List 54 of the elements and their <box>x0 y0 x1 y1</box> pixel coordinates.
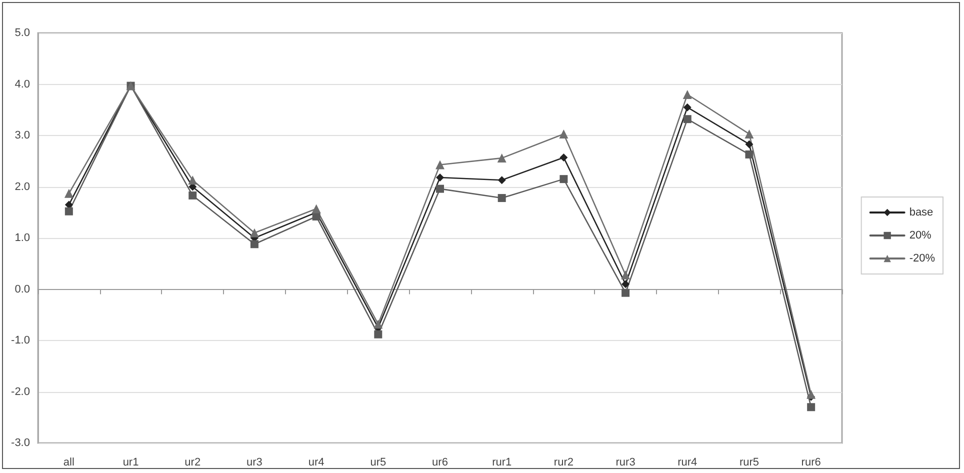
point <box>806 390 816 399</box>
point <box>497 154 506 163</box>
point <box>188 191 197 200</box>
point <box>436 174 444 182</box>
point <box>807 403 816 412</box>
point <box>683 115 692 124</box>
point <box>559 129 568 138</box>
point <box>374 330 382 338</box>
x-tick-label: rur2 <box>554 456 574 468</box>
y-tick-label: -1.0 <box>11 334 30 346</box>
x-tick-label: ur6 <box>432 456 448 468</box>
y-tick-label: -2.0 <box>11 386 30 398</box>
point <box>621 270 630 280</box>
y-tick-label: 5.0 <box>14 27 30 39</box>
point <box>622 280 630 288</box>
x-tick-label: rur3 <box>616 456 636 468</box>
x-tick-label: ur2 <box>184 456 201 468</box>
point <box>436 160 444 170</box>
point <box>64 188 74 198</box>
x-tick-label: rur1 <box>492 456 512 468</box>
point <box>436 184 444 193</box>
point <box>744 129 754 138</box>
point <box>622 288 630 297</box>
point <box>560 154 568 162</box>
y-tick-label: 2.0 <box>14 180 30 193</box>
point <box>188 176 198 185</box>
point <box>374 320 383 329</box>
x-tick-label: rur6 <box>801 456 821 468</box>
y-tick-label: 3.0 <box>14 130 30 142</box>
point <box>745 140 754 148</box>
x-tick-label: rur4 <box>678 456 698 468</box>
point <box>64 207 73 216</box>
point <box>682 90 692 99</box>
x-tick-label: all <box>63 456 74 468</box>
point <box>745 150 754 158</box>
point <box>312 204 321 214</box>
x-tick-label: ur5 <box>370 456 386 468</box>
point <box>250 228 259 238</box>
point <box>498 194 506 202</box>
point <box>560 175 568 184</box>
point <box>683 103 692 112</box>
legend-label: -20% <box>909 252 936 264</box>
y-tick-label: 1.0 <box>14 232 30 244</box>
x-tick-label: ur1 <box>122 456 139 468</box>
x-tick-label: rur5 <box>739 456 760 468</box>
x-tick-label: ur4 <box>308 456 324 468</box>
y-tick-label: -3.0 <box>11 437 30 449</box>
y-tick-label: 0.0 <box>14 283 30 296</box>
x-tick-label: ur3 <box>246 456 262 468</box>
point <box>250 240 258 248</box>
legend-label: base <box>909 206 934 218</box>
point <box>498 176 506 184</box>
y-tick-label: 4.0 <box>14 78 30 90</box>
legend-label: 20% <box>909 230 932 242</box>
